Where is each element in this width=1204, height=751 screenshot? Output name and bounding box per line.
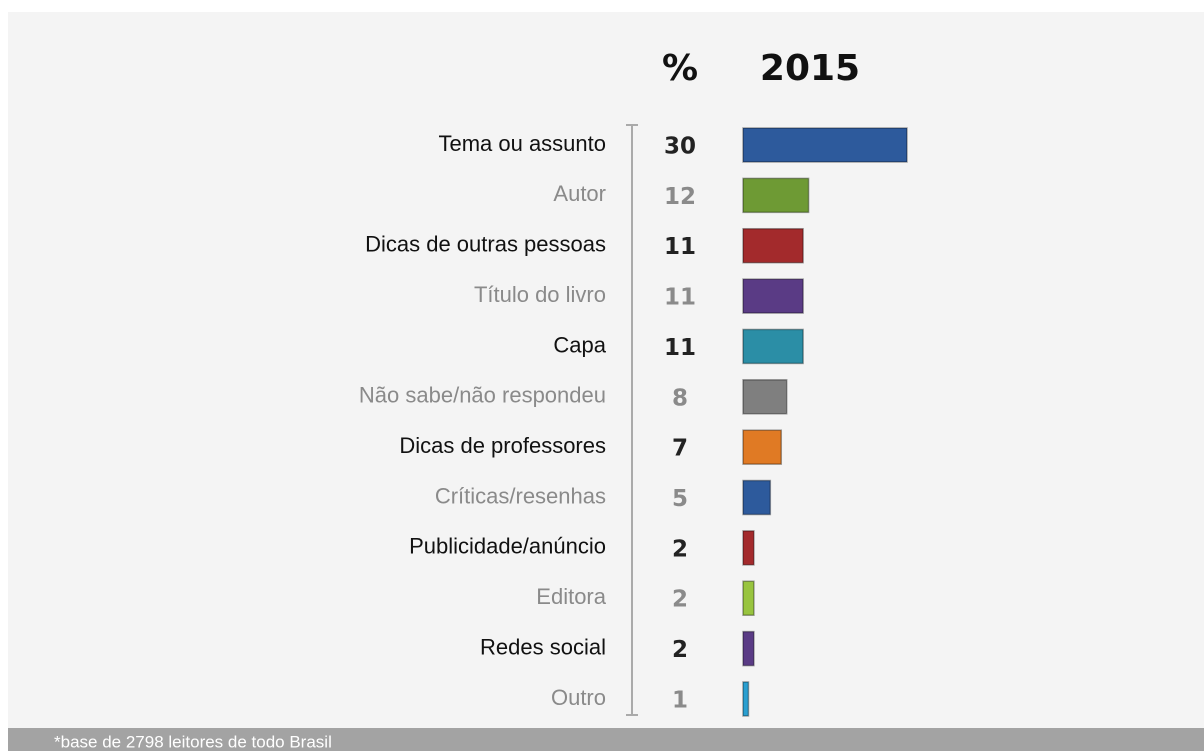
footnote: *base de 2798 leitores de todo Brasil <box>54 732 332 751</box>
category-label: Publicidade/anúncio <box>409 534 606 559</box>
category-label: Redes social <box>480 634 606 659</box>
column-header: 2015 <box>760 48 860 89</box>
category-label: Autor <box>553 181 606 206</box>
category-label: Dicas de professores <box>399 433 606 458</box>
bar <box>742 127 908 163</box>
bar <box>742 530 755 566</box>
value-label: 8 <box>672 385 688 411</box>
bar <box>742 379 788 415</box>
value-label: 11 <box>664 335 696 361</box>
category-label: Tema ou assunto <box>438 131 606 156</box>
value-label: 5 <box>672 486 688 512</box>
category-label: Outro <box>551 685 606 710</box>
category-label: Dicas de outras pessoas <box>365 232 606 257</box>
bar <box>742 681 750 717</box>
bracket <box>626 124 638 716</box>
column-header: % <box>662 48 698 89</box>
value-label: 7 <box>672 436 688 462</box>
value-label: 30 <box>664 134 696 160</box>
category-label: Críticas/resenhas <box>435 483 606 508</box>
value-label: 1 <box>672 687 688 713</box>
bar <box>742 580 755 616</box>
category-label: Capa <box>553 332 606 357</box>
bar <box>742 429 783 465</box>
value-label: 11 <box>664 234 696 260</box>
value-label: 2 <box>672 536 688 562</box>
value-label: 11 <box>664 285 696 311</box>
bar <box>742 278 804 314</box>
bar <box>742 479 772 516</box>
bar <box>742 328 804 365</box>
value-label: 2 <box>672 587 688 613</box>
chart-background <box>8 12 1204 728</box>
category-label: Editora <box>536 584 606 609</box>
value-label: 2 <box>672 637 688 663</box>
category-label: Não sabe/não respondeu <box>359 383 606 408</box>
value-label: 12 <box>664 184 696 210</box>
footer-bar <box>8 728 1204 751</box>
bar <box>742 177 810 214</box>
bar <box>742 630 755 667</box>
bar <box>742 227 804 264</box>
category-label: Título do livro <box>474 282 606 307</box>
